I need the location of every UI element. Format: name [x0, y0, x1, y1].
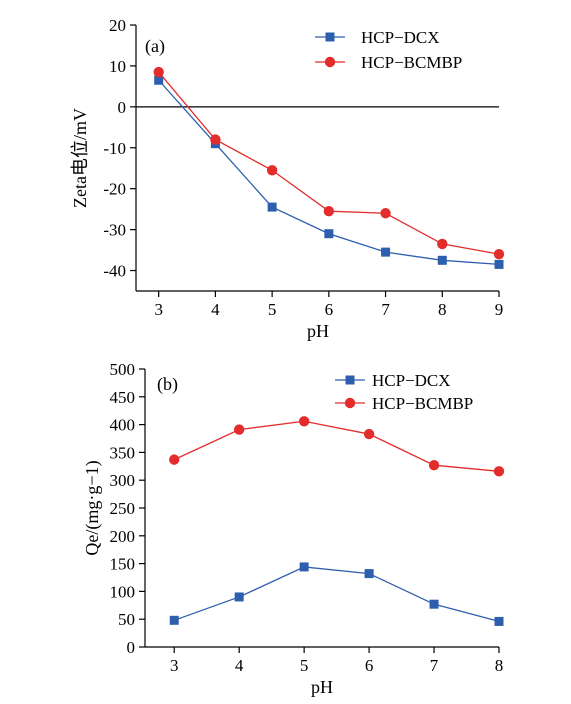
capacity-point-dcx — [429, 599, 439, 609]
capacity-panel-label: (b) — [157, 374, 178, 395]
zeta-point-dcx — [154, 75, 164, 85]
zeta-y-axis-title: Zeta电位/mV — [70, 108, 90, 208]
capacity-point-dcx — [494, 616, 504, 626]
zeta-x-tick-label: 5 — [268, 300, 277, 319]
zeta-series-line-bcmbp — [158, 71, 500, 255]
capacity-point-bcmbp — [169, 454, 180, 465]
zeta-point-dcx — [267, 202, 277, 212]
capacity-y-axis-title: Qe/(mg·g−1) — [82, 460, 103, 555]
zeta-y-ticks: 20 10 0 -10 -20 -30 -40 — [103, 16, 136, 281]
capacity-x-tick-label: 6 — [365, 656, 374, 675]
capacity-y-tick-label: 0 — [127, 638, 136, 657]
zeta-point-bcmbp — [323, 206, 335, 217]
capacity-x-tick-label: 7 — [430, 656, 439, 675]
zeta-point-dcx — [494, 259, 504, 269]
capacity-point-bcmbp — [428, 459, 440, 471]
zeta-x-ticks: 3 4 5 6 7 8 9 — [154, 291, 503, 319]
capacity-legend-label-dcx: HCP−DCX — [372, 371, 451, 390]
capacity-point-dcx — [234, 592, 244, 602]
zeta-point-dcx — [381, 247, 391, 257]
capacity-x-ticks: 3 4 5 6 7 8 — [170, 647, 503, 675]
zeta-point-dcx — [324, 229, 334, 239]
capacity-legend-marker-dcx — [345, 375, 355, 385]
zeta-x-tick-label: 6 — [325, 300, 334, 319]
zeta-panel-label: (a) — [145, 36, 165, 57]
capacity-point-dcx — [364, 569, 374, 579]
capacity-legend: HCP−DCX HCP−BCMBP — [335, 371, 473, 413]
zeta-point-bcmbp — [153, 66, 164, 78]
zeta-series-group — [153, 66, 505, 269]
capacity-legend-label-bcmbp: HCP−BCMBP — [372, 394, 473, 413]
zeta-x-tick-label: 3 — [154, 300, 163, 319]
zeta-point-dcx — [437, 255, 447, 265]
capacity-x-tick-label: 4 — [235, 656, 244, 675]
capacity-y-tick-label: 500 — [110, 360, 136, 379]
zeta-point-bcmbp — [210, 134, 221, 145]
zeta-legend-marker-dcx — [325, 32, 335, 42]
zeta-x-tick-label: 4 — [211, 300, 220, 319]
capacity-point-bcmbp — [363, 428, 375, 440]
zeta-legend: HCP−DCX HCP−BCMBP — [315, 28, 462, 72]
zeta-potential-chart: 20 10 0 -10 -20 -30 -40 3 4 5 6 7 8 9 (a) pH Zeta电位/… — [70, 16, 505, 341]
capacity-y-tick-label: 400 — [110, 416, 136, 435]
capacity-x-axis-title: pH — [311, 677, 333, 697]
zeta-legend-label-bcmbp: HCP−BCMBP — [361, 53, 462, 72]
zeta-y-tick-label: 10 — [109, 57, 126, 76]
capacity-y-tick-label: 450 — [110, 388, 136, 407]
zeta-x-tick-label: 9 — [495, 300, 504, 319]
capacity-y-axis-title-group: Qe/(mg·g−1) — [82, 460, 103, 555]
capacity-y-tick-label: 150 — [110, 555, 136, 574]
capacity-y-tick-label: 350 — [110, 443, 136, 462]
capacity-series-line-dcx — [174, 566, 500, 623]
capacity-x-tick-label: 8 — [495, 656, 504, 675]
zeta-legend-label-dcx: HCP−DCX — [361, 28, 440, 47]
capacity-y-tick-label: 50 — [118, 610, 135, 629]
capacity-point-bcmbp — [493, 466, 505, 477]
zeta-point-bcmbp — [493, 248, 505, 260]
capacity-point-dcx — [299, 562, 309, 572]
capacity-point-dcx — [169, 615, 179, 625]
capacity-y-tick-label: 300 — [110, 471, 136, 490]
capacity-y-tick-label: 200 — [110, 527, 136, 546]
capacity-legend-marker-bcmbp — [344, 397, 356, 409]
zeta-x-axis-title: pH — [307, 321, 329, 341]
zeta-x-tick-label: 7 — [381, 300, 390, 319]
zeta-axes — [135, 25, 499, 292]
zeta-point-bcmbp — [266, 165, 278, 176]
capacity-point-bcmbp — [233, 424, 245, 435]
zeta-y-tick-label: 0 — [118, 98, 127, 117]
zeta-y-tick-label: -40 — [103, 262, 126, 281]
zeta-point-bcmbp — [437, 238, 448, 250]
zeta-y-tick-label: -20 — [103, 180, 126, 199]
capacity-series-line-bcmbp — [173, 420, 500, 472]
capacity-x-tick-label: 5 — [300, 656, 309, 675]
capacity-series-group — [169, 416, 505, 626]
capacity-point-bcmbp — [298, 416, 310, 427]
zeta-y-tick-label: 20 — [109, 16, 126, 35]
zeta-y-tick-label: -10 — [103, 139, 126, 158]
zeta-legend-marker-bcmbp — [324, 56, 336, 68]
capacity-x-tick-label: 3 — [170, 656, 179, 675]
capacity-y-tick-label: 100 — [110, 582, 136, 601]
zeta-x-tick-label: 8 — [438, 300, 447, 319]
capacity-y-tick-label: 250 — [110, 499, 136, 518]
zeta-point-bcmbp — [380, 208, 391, 219]
zeta-y-tick-label: -30 — [103, 221, 126, 240]
